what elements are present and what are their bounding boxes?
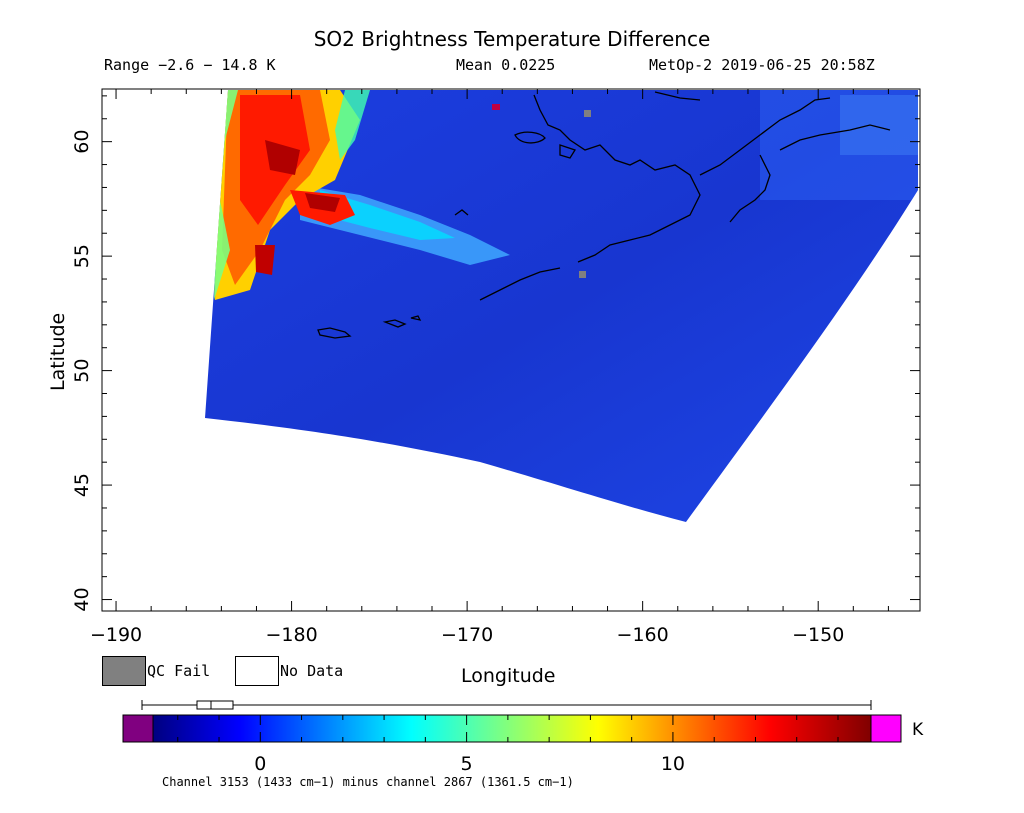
y-axis-label: Latitude: [47, 312, 69, 391]
colorbar-unit: K: [912, 720, 924, 740]
y-tick-label: 45: [71, 473, 93, 497]
channel-footnote: Channel 3153 (1433 cm−1) minus channel 2…: [162, 775, 574, 789]
y-tick-label: 55: [71, 244, 93, 268]
plot-frame: [101, 88, 921, 612]
x-tick-label: −160: [617, 624, 669, 646]
qc-fail-swatch: [102, 656, 146, 686]
no-data-swatch: [235, 656, 279, 686]
qc-fail-label: QC Fail: [147, 662, 211, 680]
no-data-label: No Data: [280, 662, 344, 680]
colorbar-tick-label: 10: [661, 753, 685, 775]
y-tick-label: 60: [71, 130, 93, 154]
y-tick-label: 50: [71, 359, 93, 383]
colorbar-tick-label: 0: [254, 753, 266, 775]
x-tick-label: −170: [441, 624, 493, 646]
timestamp-label: MetOp-2 2019-06-25 20:58Z: [649, 56, 875, 74]
colorbar-tick-label: 5: [461, 753, 473, 775]
x-axis-label: Longitude: [461, 665, 556, 687]
x-tick-label: −180: [265, 624, 317, 646]
axis-ticks: [102, 89, 920, 611]
map-title: SO2 Brightness Temperature Difference: [313, 27, 711, 51]
y-tick-label: 40: [71, 587, 93, 611]
x-tick-label: −190: [90, 624, 142, 646]
axis-tick-labels: −190 −180 −170 −160 −150 40 45 50 55 60: [71, 130, 844, 646]
colorbar: [122, 700, 902, 743]
coastlines: [317, 91, 891, 339]
so2-plume: [214, 90, 918, 300]
x-tick-label: −150: [792, 624, 844, 646]
satellite-swath: [205, 90, 918, 522]
colorbar-tick-labels: 0 5 10: [254, 753, 685, 775]
range-label: Range −2.6 − 14.8 K: [104, 56, 276, 74]
mean-label: Mean 0.0225: [456, 56, 556, 74]
colorbar-ticks: [177, 715, 839, 742]
